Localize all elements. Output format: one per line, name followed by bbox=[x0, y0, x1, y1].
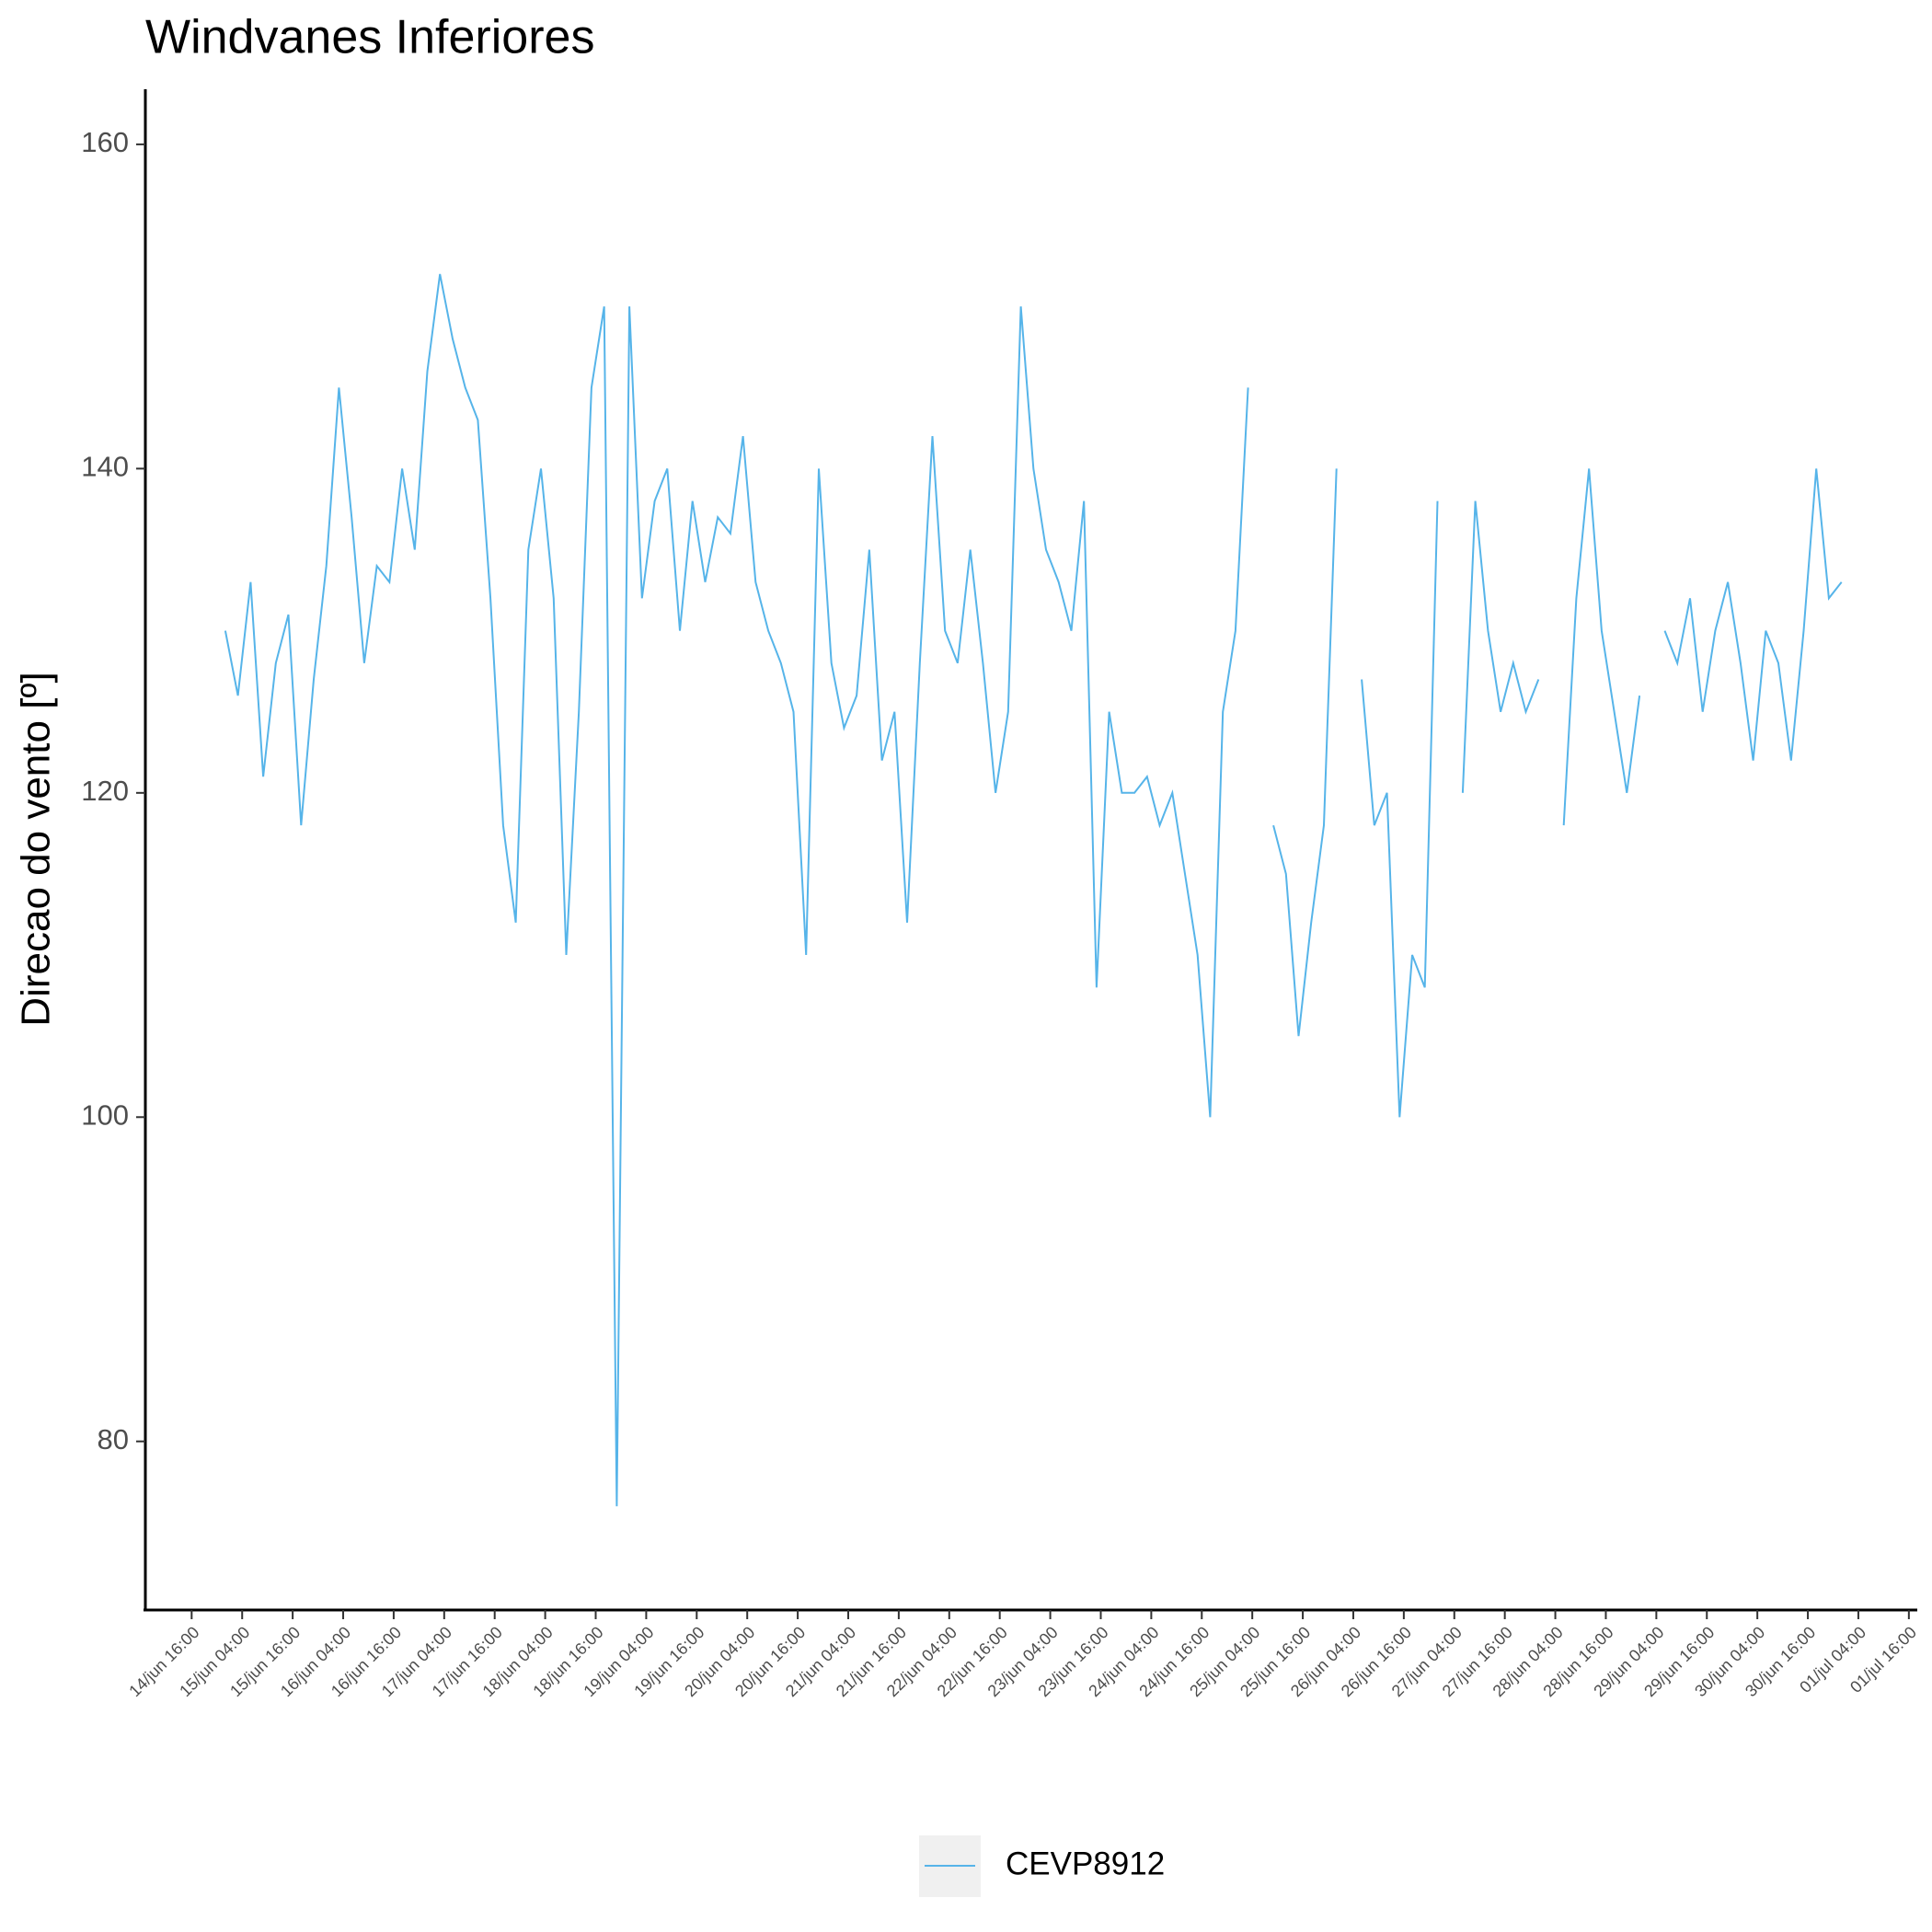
y-tick-label: 120 bbox=[81, 775, 129, 807]
y-tick-label: 100 bbox=[81, 1098, 129, 1131]
y-tick-label: 80 bbox=[98, 1423, 129, 1455]
y-tick-label: 140 bbox=[81, 451, 129, 483]
chart-title: Windvanes Inferiores bbox=[145, 11, 594, 64]
y-tick-label: 160 bbox=[81, 126, 129, 158]
y-axis-label: Direcao do vento [º] bbox=[14, 672, 59, 1026]
legend-label: CEVP8912 bbox=[1006, 1846, 1165, 1881]
data-line bbox=[224, 273, 1843, 1507]
